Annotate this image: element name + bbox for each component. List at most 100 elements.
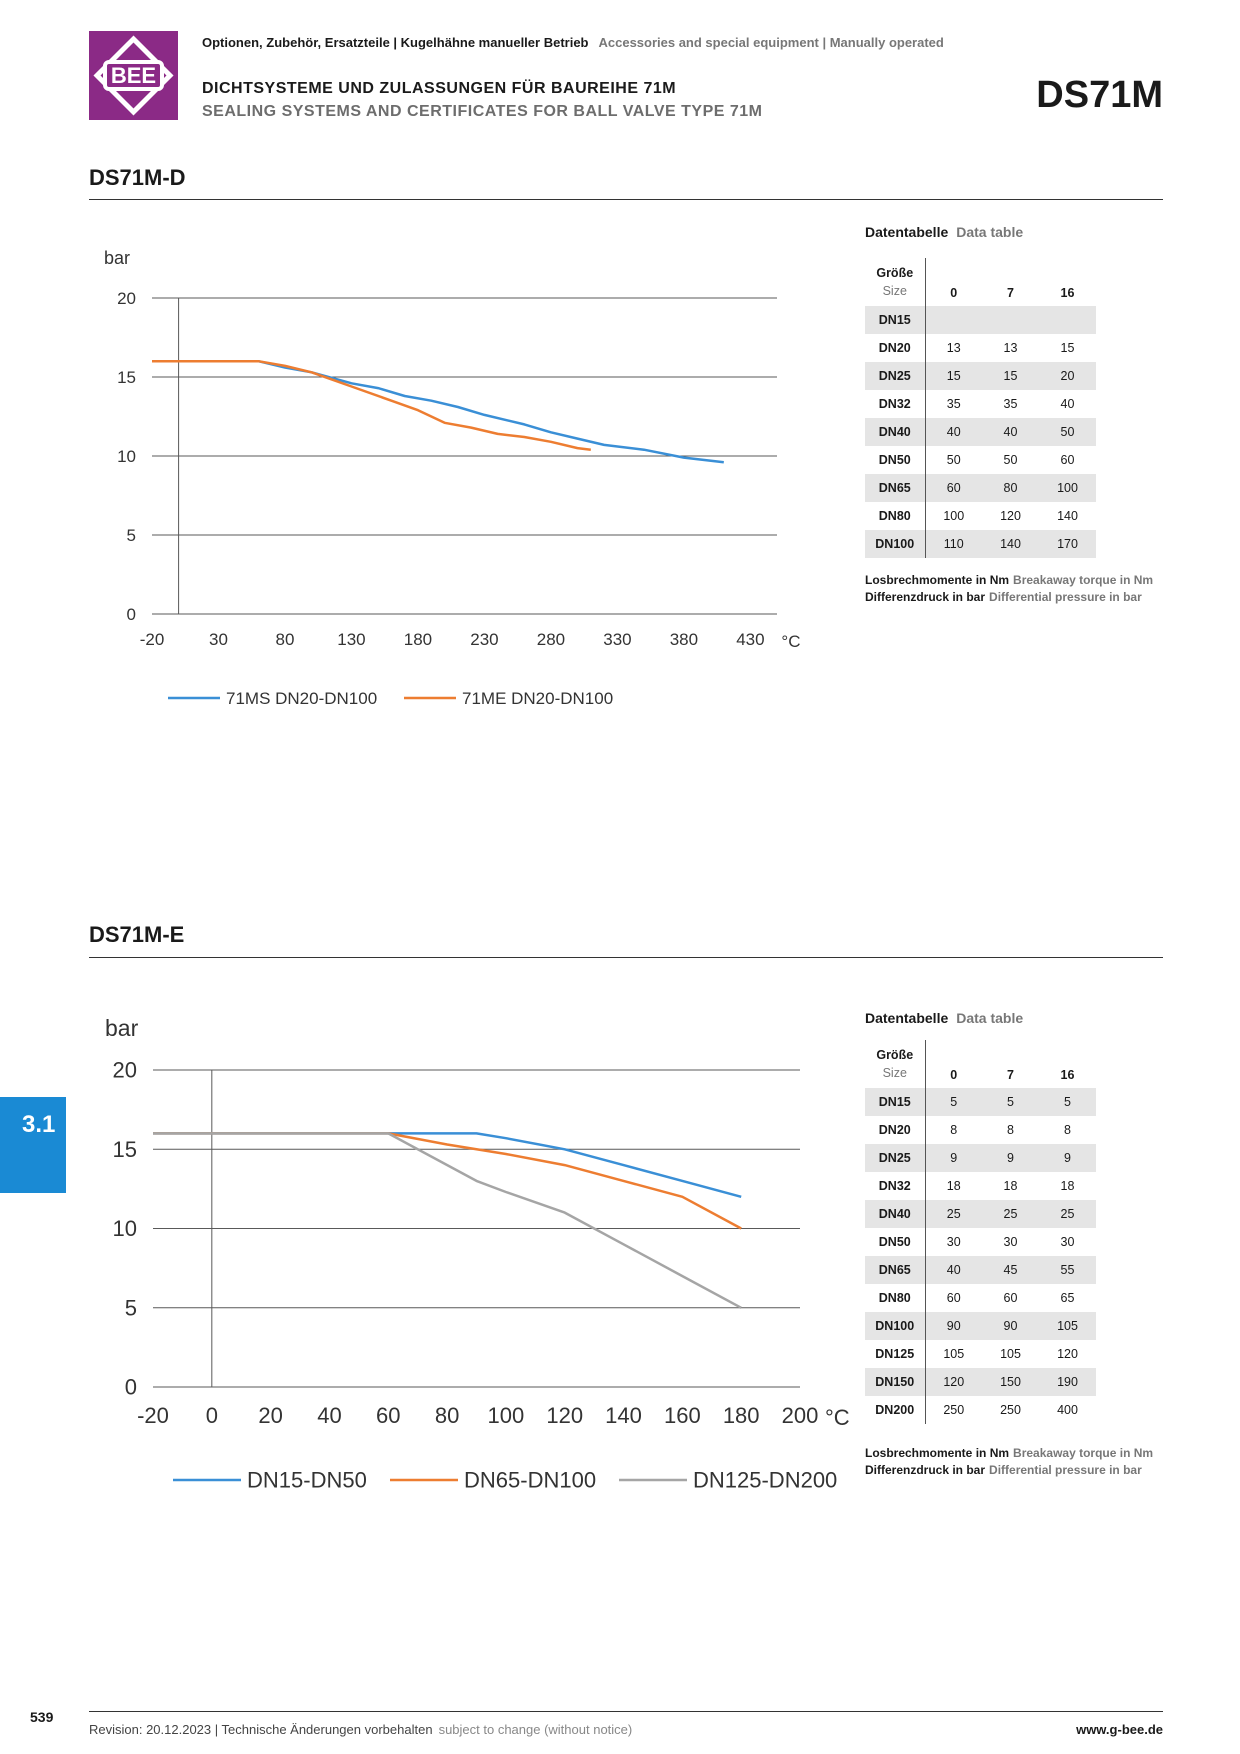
table-cell: 50	[1003, 453, 1018, 467]
table-row: DN40 25 25 25	[865, 1200, 1096, 1228]
table-cell: 400	[1057, 1403, 1078, 1417]
row-size-label: DN32	[865, 390, 926, 418]
row-size-label: DN15	[865, 306, 926, 334]
note-torque: Losbrechmomente in Nm Breakaway torque in…	[865, 1445, 1153, 1462]
table-cell: 9	[925, 1144, 982, 1172]
size-header: Größe Size	[865, 258, 926, 306]
table-cell: 60	[1060, 453, 1075, 467]
table-cell: 105	[1039, 1312, 1096, 1340]
page-title-de: DICHTSYSTEME UND ZULASSUNGEN FÜR BAUREIH…	[202, 80, 677, 97]
footer-revision: Revision: 20.12.2023 | Technische Änderu…	[89, 1722, 632, 1737]
column-header: 0	[950, 1068, 958, 1082]
table-cell: 30	[1060, 1235, 1075, 1249]
x-tick-label: 120	[546, 1403, 583, 1428]
table-cell: 50	[946, 453, 961, 467]
table-cell: 9	[982, 1144, 1039, 1172]
x-tick-label: 230	[470, 630, 498, 649]
row-size-label: DN32	[865, 1172, 926, 1200]
table-notes: Losbrechmomente in Nm Breakaway torque in…	[865, 1445, 1153, 1479]
size-header-de: Größe	[876, 266, 914, 280]
section-title-ds71m-d: DS71M-D	[89, 165, 186, 190]
row-size-label: DN15	[865, 1088, 926, 1116]
data-table-heading-de: Datentabelle	[865, 224, 949, 240]
series-line	[152, 359, 724, 464]
note-pressure-de: Differenzdruck in bar	[865, 1463, 986, 1477]
product-code: DS71M	[1036, 74, 1163, 116]
table-row: DN25 9 9 9	[865, 1144, 1096, 1172]
note-pressure-en: Differential pressure in bar	[989, 1463, 1142, 1477]
note-torque-en: Breakaway torque in Nm	[1013, 573, 1154, 587]
x-tick-label: 80	[276, 630, 295, 649]
table-cell	[982, 306, 1039, 334]
table-cell: 5	[1039, 1088, 1096, 1116]
table-cell: 120	[1000, 509, 1021, 523]
y-tick-label: 0	[127, 605, 136, 624]
row-size-label: DN40	[865, 1200, 926, 1228]
table-cell: 15	[982, 362, 1039, 390]
table-cell: 5	[982, 1088, 1039, 1116]
column-header: 7	[1007, 1068, 1014, 1082]
table-row: DN100 110 140 170	[865, 530, 1096, 558]
row-size-label: DN50	[865, 1228, 926, 1256]
page-title-en: SEALING SYSTEMS AND CERTIFICATES FOR BAL…	[202, 103, 763, 120]
table-cell: 140	[1057, 509, 1078, 523]
bee-logo: BEE	[89, 31, 178, 120]
table-cell: 120	[925, 1368, 982, 1396]
y-axis-label: bar	[104, 248, 130, 268]
table-row: DN32 18 18 18	[865, 1172, 1096, 1200]
x-axis-unit: °C	[781, 632, 800, 651]
data-table-heading-de: Datentabelle	[865, 1010, 949, 1026]
breadcrumb-de: Optionen, Zubehör, Ersatzteile | Kugelhä…	[202, 35, 589, 50]
table-cell: 25	[982, 1200, 1039, 1228]
chapter-tab[interactable]: 3.1	[0, 1097, 66, 1193]
breadcrumb-en: Accessories and special equipment | Manu…	[598, 35, 944, 50]
table-cell: 13	[1003, 341, 1018, 355]
table-notes: Losbrechmomente in Nm Breakaway torque in…	[865, 572, 1153, 606]
size-header-en: Size	[882, 284, 907, 298]
table-cell: 65	[1060, 1291, 1075, 1305]
x-tick-label: 60	[376, 1403, 400, 1428]
table-row: DN80 60 60 65	[865, 1284, 1096, 1312]
table-cell: 60	[946, 1291, 961, 1305]
y-tick-label: 15	[113, 1137, 137, 1162]
table-cell: 35	[1003, 397, 1018, 411]
table-cell: 100	[1039, 474, 1096, 502]
table-row: DN32 35 35 40	[865, 390, 1096, 418]
table-row: DN25 15 15 20	[865, 362, 1096, 390]
series-line	[153, 1132, 742, 1230]
table-cell: 170	[1039, 530, 1096, 558]
table-cell: 90	[982, 1312, 1039, 1340]
table-row: DN20 8 8 8	[865, 1116, 1096, 1144]
table-cell: 30	[1003, 1235, 1018, 1249]
table-cell: 60	[925, 474, 982, 502]
table-cell: 40	[925, 1256, 982, 1284]
table-cell: 8	[1007, 1123, 1014, 1137]
table-cell: 40	[982, 418, 1039, 446]
legend-label: 71ME DN20-DN100	[462, 689, 613, 708]
column-header: 7	[1007, 286, 1014, 300]
row-size-label: DN80	[865, 1284, 926, 1312]
x-tick-label: 330	[603, 630, 631, 649]
column-header: 16	[1060, 1068, 1075, 1082]
table-cell: 105	[943, 1347, 965, 1361]
table-cell: 60	[1003, 1291, 1018, 1305]
table-cell: 18	[1003, 1179, 1018, 1193]
table-cell: 20	[1039, 362, 1096, 390]
website-link[interactable]: www.g-bee.de	[1076, 1722, 1163, 1737]
table-cell: 40	[925, 418, 982, 446]
y-tick-label: 15	[117, 368, 136, 387]
table-row: DN40 40 40 50	[865, 418, 1096, 446]
x-tick-label: 280	[537, 630, 565, 649]
data-table-ds71m-d: Größe Size 0 7 16 DN15 DN20 13 13 15 DN25 15 15 20 DN3…	[865, 258, 1096, 558]
size-header-en: Size	[882, 1066, 907, 1080]
table-cell: 190	[1039, 1368, 1096, 1396]
row-size-label: DN25	[865, 362, 926, 390]
table-cell: 250	[943, 1403, 965, 1417]
x-tick-label: 0	[206, 1403, 218, 1428]
table-cell: 5	[925, 1088, 982, 1116]
page-number: 539	[30, 1709, 54, 1725]
table-row: DN150 120 150 190	[865, 1368, 1096, 1396]
note-pressure: Differenzdruck in bar Differential pressu…	[865, 1462, 1153, 1479]
section-title-ds71m-e: DS71M-E	[89, 922, 185, 947]
